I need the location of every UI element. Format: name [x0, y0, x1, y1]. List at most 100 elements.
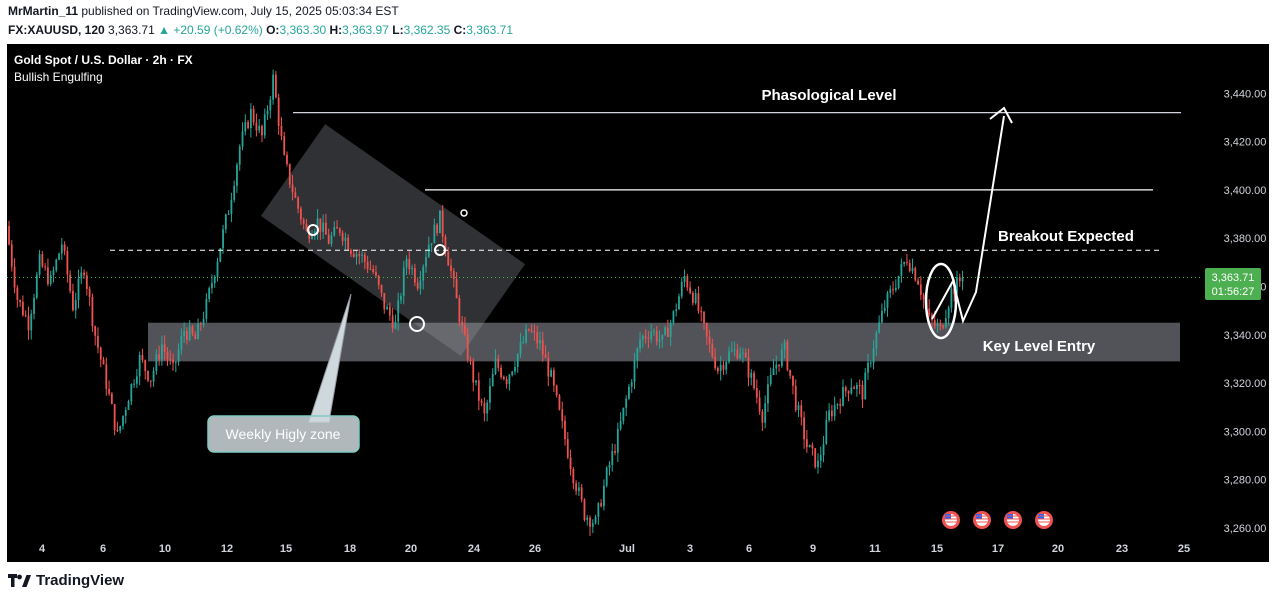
high-value: 3,363.97: [342, 23, 389, 37]
candle-body: [252, 108, 255, 123]
candle-body: [213, 276, 216, 284]
candle-body: [594, 516, 597, 524]
candle-body: [149, 380, 152, 382]
candle-body: [544, 354, 547, 358]
candle-body: [856, 384, 858, 389]
y-tick-label: 3,320.00: [1224, 378, 1267, 390]
candle-body: [425, 257, 427, 267]
candle-body: [227, 213, 230, 215]
low-value: 3,362.35: [403, 23, 451, 37]
candle-body: [514, 367, 516, 372]
candle-body: [672, 311, 675, 323]
close-value: 3,363.71: [466, 23, 514, 37]
candle-body: [388, 306, 391, 316]
candle-body: [110, 393, 113, 405]
candle-body: [527, 329, 530, 331]
candle-body: [719, 364, 722, 372]
candle-body: [914, 267, 917, 281]
candle-body: [761, 411, 764, 423]
candle-body: [683, 276, 686, 282]
candle-body: [133, 383, 135, 385]
candle-body: [300, 208, 302, 220]
phasological-label: Phasological Level: [761, 87, 896, 104]
candle-body: [864, 372, 867, 400]
candle-body: [630, 381, 633, 387]
candle-body: [377, 275, 380, 286]
candle-body: [116, 430, 119, 432]
candle-body: [639, 339, 641, 349]
publish-line: MrMartin_11 published on TradingView.com…: [8, 4, 399, 18]
candle-body: [956, 277, 958, 295]
candle-body: [158, 354, 161, 360]
candle-body: [680, 281, 683, 297]
candle-body: [625, 398, 628, 408]
high-label: H:: [329, 23, 343, 37]
candle-body: [286, 154, 288, 165]
candle-body: [636, 348, 639, 361]
candle-body: [541, 340, 544, 355]
candle-body: [566, 439, 569, 458]
footer-brand[interactable]: TradingView: [8, 572, 124, 589]
candle-body: [900, 264, 903, 276]
candle-body: [105, 364, 108, 389]
last-price: 3,363.71: [108, 23, 155, 37]
candle-body: [297, 197, 300, 209]
candle-body: [616, 428, 619, 453]
candle-body: [113, 404, 116, 431]
candle-body: [238, 146, 241, 165]
candle-body: [906, 262, 908, 264]
candle-body: [266, 110, 269, 115]
candle-body: [147, 370, 149, 381]
x-tick-label: 6: [100, 543, 106, 555]
candle-body: [344, 237, 347, 241]
x-tick-label: 11: [869, 543, 881, 555]
candle-body: [730, 350, 733, 352]
candle-body: [419, 280, 422, 289]
candle-body: [97, 335, 99, 348]
candle-body: [819, 455, 822, 461]
candle-body: [508, 374, 511, 384]
chart-area[interactable]: 3,260.00 3,280.00 3,300.00 3,320.00 3,340.00…: [7, 44, 1269, 562]
candle-body: [169, 359, 172, 361]
candle-body: [511, 371, 514, 375]
candle-body: [644, 336, 647, 339]
candle-body: [413, 268, 416, 283]
candle-body: [375, 272, 377, 276]
candle-body: [502, 376, 505, 379]
candle-body: [124, 409, 127, 416]
weekly-zone-callout[interactable]: [207, 415, 360, 453]
candle-body: [881, 310, 883, 323]
candle-body: [908, 262, 911, 272]
candle-body: [66, 251, 69, 275]
x-tick-label: 15: [931, 543, 943, 555]
candle-body: [750, 372, 753, 378]
candle-body: [391, 315, 394, 329]
candle-body: [144, 360, 147, 371]
publish-info: published on TradingView.com, July 15, 2…: [78, 4, 399, 18]
candle-body: [772, 368, 775, 375]
candle-body: [755, 388, 758, 398]
candle-body: [141, 354, 144, 361]
candle-body: [664, 327, 666, 335]
price-chart[interactable]: 3,260.00 3,280.00 3,300.00 3,320.00 3,340.00…: [7, 44, 1269, 562]
author-name[interactable]: MrMartin_11: [8, 4, 79, 18]
candle-body: [547, 357, 550, 377]
candle-body: [452, 270, 455, 279]
candle-body: [842, 387, 844, 406]
y-tick-label: 3,260.00: [1224, 523, 1267, 535]
key-level-zone[interactable]: [148, 322, 1180, 362]
candle-body: [947, 307, 950, 319]
candle-body: [552, 370, 555, 386]
candle-body: [586, 517, 589, 520]
x-tick-label: 24: [468, 543, 481, 555]
candle-body: [380, 285, 383, 294]
entry-ellipse: [924, 262, 958, 340]
candle-body: [288, 164, 291, 185]
candle-body: [647, 338, 650, 340]
candle-body: [283, 136, 286, 155]
candle-body: [950, 288, 953, 308]
candle-body: [205, 298, 208, 319]
candle-body: [525, 329, 527, 343]
candle-body: [497, 358, 500, 368]
candle-body: [8, 226, 10, 245]
